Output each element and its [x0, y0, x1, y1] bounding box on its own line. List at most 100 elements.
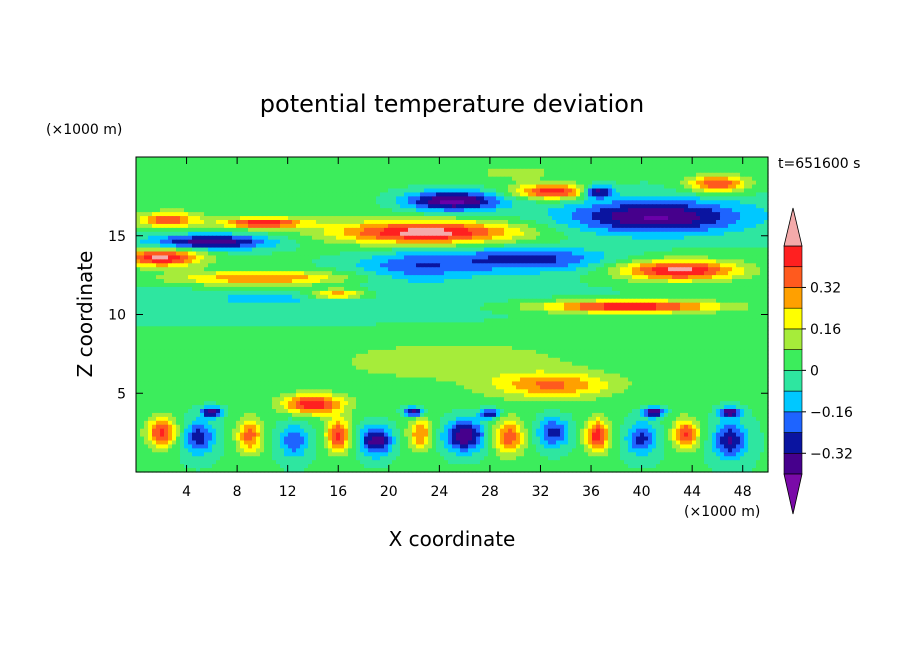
heatmap-cell: [480, 267, 485, 272]
heatmap-cell: [528, 255, 533, 260]
heatmap-cell: [140, 200, 145, 205]
heatmap-cell: [616, 172, 621, 178]
heatmap-cell: [448, 279, 453, 284]
heatmap-cell: [556, 196, 561, 201]
heatmap-cell: [192, 231, 197, 237]
heatmap-cell: [424, 263, 429, 268]
heatmap-cell: [680, 267, 685, 272]
heatmap-cell: [136, 172, 141, 178]
heatmap-cell: [292, 275, 297, 280]
heatmap-cell: [444, 227, 449, 233]
heatmap-cell: [640, 263, 645, 268]
heatmap-cell: [212, 188, 217, 194]
heatmap-cell: [592, 204, 597, 209]
heatmap-cell: [144, 192, 149, 197]
heatmap-cell: [724, 255, 729, 260]
heatmap-cell: [228, 212, 233, 217]
heatmap-cell: [552, 180, 557, 186]
heatmap-cell: [540, 223, 545, 229]
heatmap-cell: [760, 243, 765, 249]
heatmap-cell: [468, 243, 473, 249]
heatmap-cell: [520, 243, 525, 249]
heatmap-cell: [424, 208, 429, 213]
heatmap-cell: [688, 271, 693, 276]
heatmap-cell: [736, 220, 741, 225]
heatmap-cell: [348, 157, 353, 162]
heatmap-cell: [420, 196, 425, 201]
heatmap-cell: [644, 251, 649, 257]
heatmap-cell: [652, 196, 657, 201]
heatmap-cell: [172, 243, 177, 249]
heatmap-cell: [460, 271, 465, 276]
heatmap-cell: [268, 192, 273, 197]
heatmap-cell: [556, 243, 561, 249]
heatmap-cell: [736, 164, 741, 170]
heatmap-cell: [728, 200, 733, 205]
heatmap-cell: [660, 212, 665, 217]
heatmap-cell: [388, 204, 393, 209]
heatmap-cell: [160, 267, 165, 272]
heatmap-cell: [136, 220, 141, 225]
heatmap-cell: [596, 216, 601, 221]
heatmap-cell: [504, 204, 509, 209]
heatmap-cell: [240, 267, 245, 272]
heatmap-cell: [188, 239, 193, 245]
heatmap-cell: [444, 212, 449, 217]
heatmap-cell: [148, 196, 153, 201]
heatmap-cell: [556, 255, 561, 260]
heatmap-cell: [508, 255, 513, 260]
heatmap-cell: [200, 172, 205, 178]
heatmap-cell: [696, 243, 701, 249]
heatmap-cell: [340, 227, 345, 233]
heatmap-cell: [708, 164, 713, 170]
heatmap-cell: [468, 216, 473, 221]
heatmap-cell: [440, 239, 445, 245]
heatmap-cell: [660, 192, 665, 197]
heatmap-cell: [352, 251, 357, 257]
heatmap-cell: [764, 247, 769, 253]
heatmap-cell: [540, 247, 545, 253]
heatmap-cell: [760, 188, 765, 194]
heatmap-cell: [184, 180, 189, 186]
heatmap-cell: [588, 208, 593, 213]
heatmap-cell: [444, 216, 449, 221]
heatmap-cell: [764, 184, 769, 190]
heatmap-cell: [428, 267, 433, 272]
heatmap-cell: [692, 275, 697, 280]
heatmap-cell: [568, 227, 573, 233]
heatmap-cell: [660, 216, 665, 221]
heatmap-cell: [480, 204, 485, 209]
heatmap-cell: [684, 227, 689, 233]
heatmap-cell: [704, 223, 709, 229]
heatmap-cell: [548, 212, 553, 217]
heatmap-cell: [764, 188, 769, 194]
heatmap-cell: [600, 176, 605, 182]
heatmap-cell: [680, 157, 685, 162]
heatmap-cell: [620, 220, 625, 225]
heatmap-cell: [408, 220, 413, 225]
heatmap-cell: [320, 259, 325, 264]
heatmap-cell: [500, 157, 505, 162]
heatmap-cell: [408, 168, 413, 174]
heatmap-cell: [592, 200, 597, 205]
heatmap-cell: [532, 271, 537, 276]
heatmap-cell: [616, 231, 621, 237]
heatmap-cell: [556, 188, 561, 194]
heatmap-cell: [548, 220, 553, 225]
heatmap-cell: [512, 160, 517, 166]
heatmap-cell: [660, 184, 665, 190]
heatmap-cell: [336, 176, 341, 182]
heatmap-cell: [224, 164, 229, 170]
heatmap-cell: [524, 267, 529, 272]
heatmap-cell: [224, 196, 229, 201]
heatmap-cell: [740, 204, 745, 209]
heatmap-cell: [480, 180, 485, 186]
heatmap-cell: [676, 223, 681, 229]
heatmap-cell: [460, 243, 465, 249]
heatmap-cell: [472, 160, 477, 166]
heatmap-cell: [408, 196, 413, 201]
heatmap-cell: [140, 279, 145, 284]
heatmap-cell: [252, 251, 257, 257]
heatmap-cell: [312, 168, 317, 174]
heatmap-cell: [652, 188, 657, 194]
